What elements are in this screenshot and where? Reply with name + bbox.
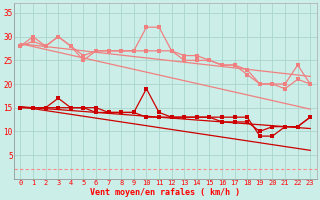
X-axis label: Vent moyen/en rafales ( km/h ): Vent moyen/en rafales ( km/h ) bbox=[90, 188, 240, 197]
